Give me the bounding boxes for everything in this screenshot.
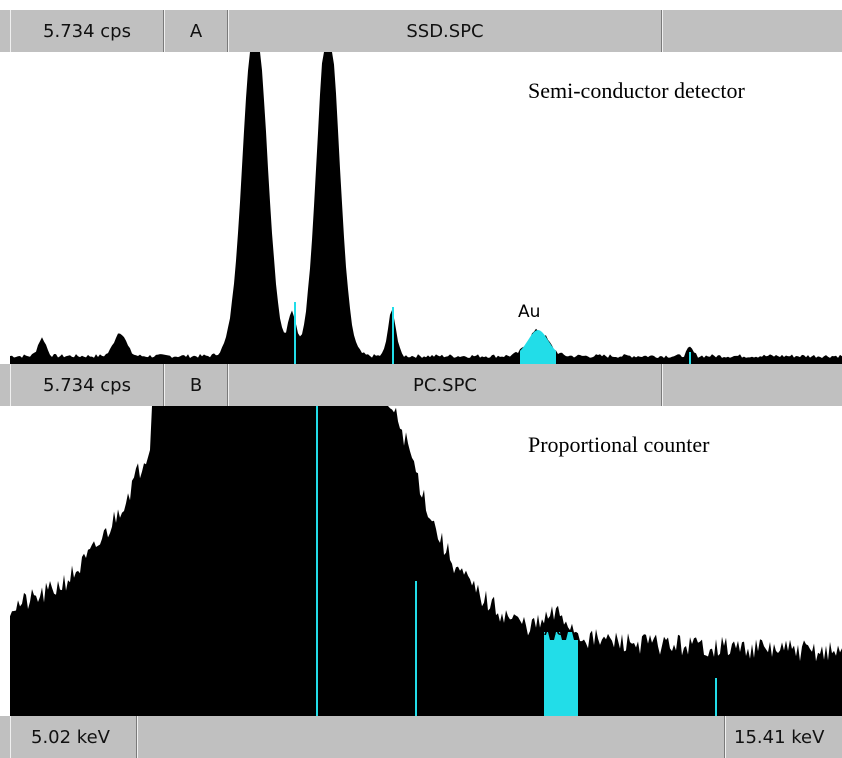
panel-b-spectrum-plot[interactable] — [10, 406, 842, 716]
panel-a-au-roi — [520, 330, 556, 364]
end-energy-label: 15.41 keV — [725, 716, 842, 758]
panel-a-id[interactable]: A — [164, 10, 228, 52]
panel-a-count-rate: 5.734 cps — [10, 10, 164, 52]
panel-a-header: 5.734 cps A SSD.SPC — [0, 10, 842, 52]
panel-a-filename[interactable]: SSD.SPC — [228, 10, 662, 52]
panel-a-spectrum-svg — [10, 52, 842, 364]
panel-a-spectrum-plot[interactable] — [10, 52, 842, 364]
energy-axis-footer: 5.02 keV 15.41 keV — [0, 716, 842, 758]
panel-b-annotation: Proportional counter — [528, 432, 710, 457]
panel-b-header: 5.734 cps B PC.SPC — [0, 364, 842, 406]
panel-b-spectrum-svg — [10, 406, 842, 716]
panel-b-filename[interactable]: PC.SPC — [228, 364, 662, 406]
panel-a-annotation: Semi-conductor detector — [528, 78, 745, 103]
panel-b-id[interactable]: B — [164, 364, 228, 406]
energy-scale-bar[interactable] — [137, 716, 725, 758]
panel-b-au-roi — [544, 632, 578, 716]
start-energy-label: 5.02 keV — [10, 716, 137, 758]
panel-b-empty-cell — [662, 364, 842, 406]
panel-b-spectrum — [10, 406, 842, 716]
panel-b-au-peak-label: Au — [544, 620, 567, 640]
panel-b-count-rate: 5.734 cps — [10, 364, 164, 406]
panel-a-au-peak-label: Au — [518, 302, 541, 322]
panel-a-empty-cell — [662, 10, 842, 52]
